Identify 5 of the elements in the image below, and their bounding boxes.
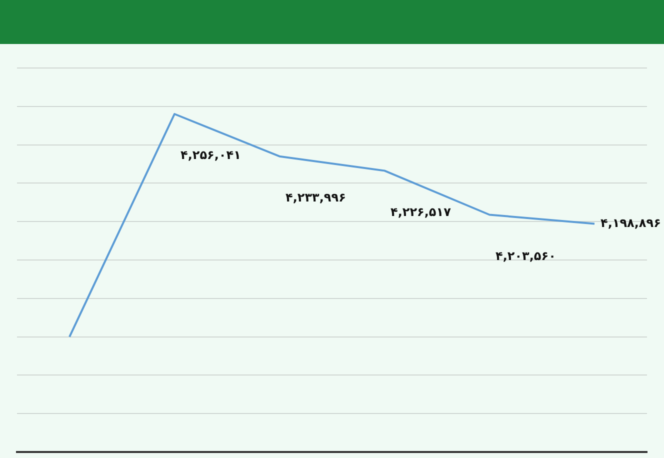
data-label: ۴,۲۰۳,۵۶۰ bbox=[496, 248, 556, 263]
data-label: ۴,۲۳۳,۹۹۶ bbox=[286, 190, 346, 204]
data-label: ۴,۱۹۸,۸۹۶ bbox=[600, 216, 661, 230]
data-label: ۴,۲۲۶,۵۱۷ bbox=[390, 204, 452, 219]
data-label: ۴,۲۵۶,۰۴۱ bbox=[180, 148, 241, 162]
